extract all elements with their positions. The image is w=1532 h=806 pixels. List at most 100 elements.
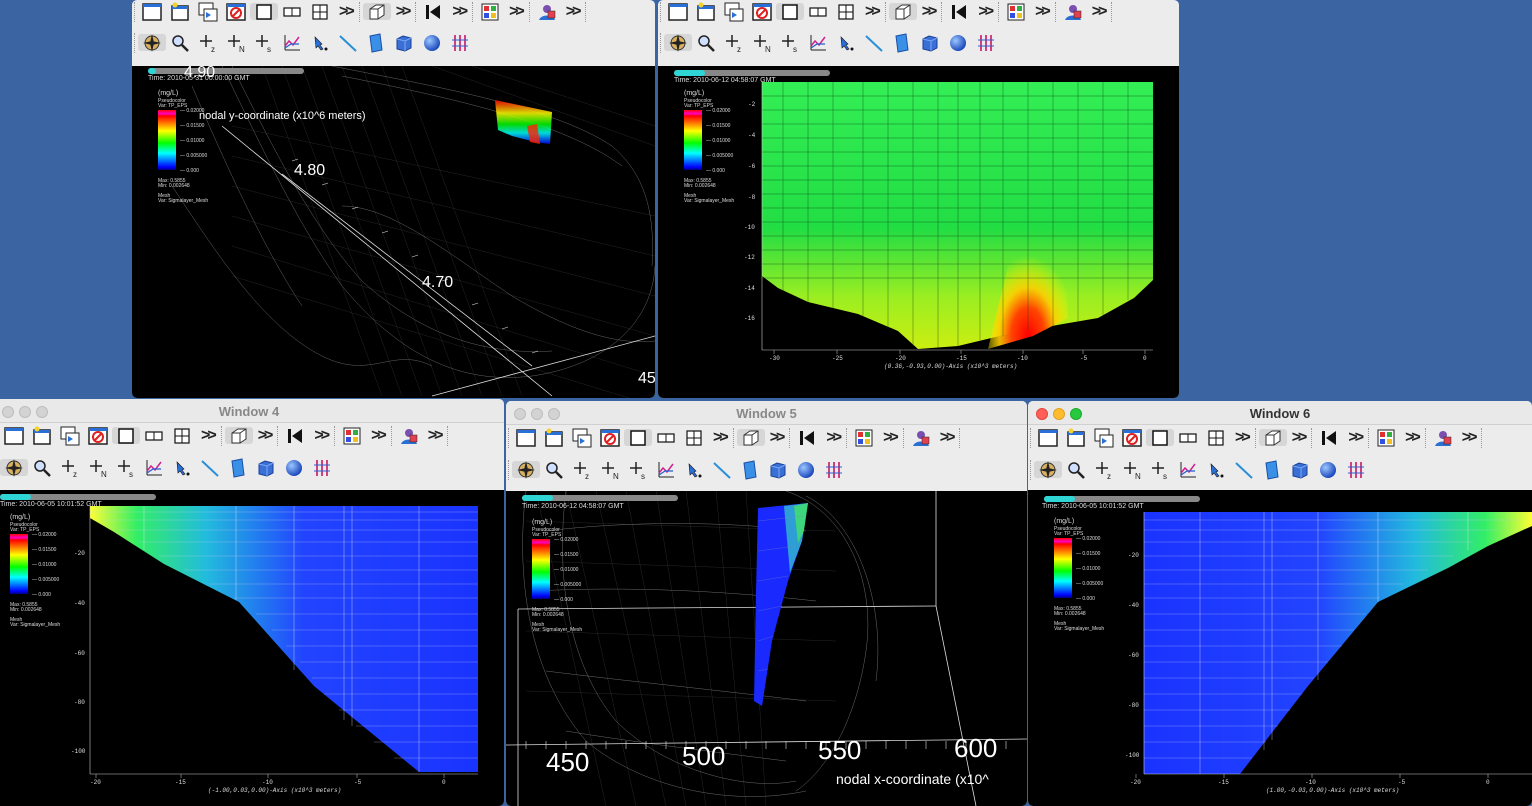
more-icon[interactable]: >> [1461, 429, 1478, 446]
animation-icon[interactable] [793, 429, 821, 446]
zoom-icon[interactable] [36, 406, 48, 418]
layout-1x2-icon[interactable] [140, 427, 168, 444]
title-bar[interactable]: Window 4 [0, 399, 504, 423]
point-tool-icon[interactable] [1202, 461, 1230, 478]
lock-icon[interactable] [533, 3, 561, 20]
more-icon[interactable]: >> [314, 427, 330, 444]
axis-restrict-icon[interactable] [308, 459, 336, 476]
node-pick-icon[interactable]: N [84, 459, 112, 479]
copy-icon[interactable] [1090, 428, 1118, 448]
new-window-icon[interactable] [138, 3, 166, 21]
more-icon[interactable]: >> [883, 429, 899, 446]
title-bar[interactable]: Window 6 [1028, 401, 1532, 425]
point-tool-icon[interactable] [306, 34, 334, 51]
pick-icon[interactable] [1062, 428, 1090, 447]
layout-1x2-icon[interactable] [804, 3, 832, 20]
axis-restrict-icon[interactable] [1342, 461, 1370, 478]
sphere-tool-icon[interactable] [418, 34, 446, 51]
3d-view-icon[interactable] [736, 429, 765, 447]
node-pick-icon[interactable]: N [596, 461, 624, 481]
pick-icon[interactable] [692, 2, 720, 21]
sphere-tool-icon[interactable] [792, 461, 820, 478]
copy-icon[interactable] [720, 2, 748, 22]
time-slider[interactable] [522, 495, 678, 501]
minimize-icon[interactable] [19, 406, 31, 418]
zoom-icon[interactable] [1070, 408, 1082, 420]
lighting-icon[interactable] [1372, 429, 1400, 447]
point-tool-icon[interactable] [680, 461, 708, 478]
zone-pick-icon[interactable]: z [568, 461, 596, 481]
layout-1x1-icon[interactable] [112, 427, 140, 445]
more-icon[interactable]: >> [339, 3, 355, 20]
more-icon[interactable]: >> [201, 427, 217, 444]
minimize-icon[interactable] [1053, 408, 1065, 420]
more-icon[interactable]: >> [921, 3, 938, 20]
time-slider[interactable] [674, 70, 830, 76]
zoom-icon[interactable] [692, 34, 720, 52]
curve-pick-icon[interactable] [278, 34, 306, 51]
more-icon[interactable]: >> [452, 3, 468, 20]
spreadsheet-pick-icon[interactable]: s [112, 459, 140, 479]
plane-tool-icon[interactable] [888, 33, 916, 53]
node-pick-icon[interactable]: N [748, 34, 776, 54]
time-slider[interactable] [0, 494, 156, 500]
curve-pick-icon[interactable] [804, 34, 832, 51]
lock-icon[interactable] [907, 429, 935, 446]
pick-icon[interactable] [540, 428, 568, 447]
viewport-canvas[interactable]: Time: 2010-06-05 10:01:52 GMT (mg/L) Pseu… [0, 490, 504, 806]
lighting-icon[interactable] [1002, 3, 1030, 21]
navigate-icon[interactable] [664, 34, 692, 52]
plane-tool-icon[interactable] [362, 33, 390, 53]
time-slider[interactable] [148, 68, 304, 74]
axis-restrict-icon[interactable] [446, 34, 474, 51]
navigate-icon[interactable] [512, 461, 540, 479]
zone-pick-icon[interactable]: z [1090, 461, 1118, 481]
navigate-icon[interactable] [1034, 461, 1062, 479]
box-tool-icon[interactable] [390, 34, 418, 52]
layout-1x1-icon[interactable] [776, 3, 804, 21]
time-slider[interactable] [1044, 496, 1200, 502]
more-icon[interactable]: >> [1291, 429, 1308, 446]
title-bar[interactable]: Window 5 [506, 401, 1027, 425]
close-icon[interactable] [514, 408, 526, 420]
clear-icon[interactable] [748, 3, 776, 21]
clear-icon[interactable] [84, 427, 112, 445]
layout-2x2-icon[interactable] [306, 3, 334, 20]
layout-1x2-icon[interactable] [278, 3, 306, 20]
more-icon[interactable]: >> [509, 3, 525, 20]
lock-icon[interactable] [1059, 3, 1087, 20]
viewport-canvas[interactable]: Time: 2010-06-12 04:58:07 GMT (mg/L) Pseu… [658, 66, 1179, 398]
curve-pick-icon[interactable] [140, 459, 168, 476]
sphere-tool-icon[interactable] [1314, 461, 1342, 478]
3d-view-icon[interactable] [888, 3, 917, 21]
spreadsheet-pick-icon[interactable]: s [1146, 461, 1174, 481]
new-window-icon[interactable] [512, 429, 540, 447]
copy-icon[interactable] [56, 426, 84, 446]
zoom-icon[interactable] [540, 461, 568, 479]
plane-tool-icon[interactable] [1258, 460, 1286, 480]
box-tool-icon[interactable] [764, 461, 792, 479]
lighting-icon[interactable] [338, 427, 366, 445]
box-tool-icon[interactable] [916, 34, 944, 52]
clear-icon[interactable] [1118, 429, 1146, 447]
animation-icon[interactable] [419, 3, 447, 20]
viewport-canvas[interactable]: Time: 2010-06-05 10:01:52 GMT (mg/L) Pseu… [1028, 490, 1532, 806]
3d-view-icon[interactable] [1258, 429, 1287, 447]
layout-2x2-icon[interactable] [680, 429, 708, 446]
more-icon[interactable]: >> [939, 429, 956, 446]
sphere-tool-icon[interactable] [944, 34, 972, 51]
more-icon[interactable]: >> [865, 3, 881, 20]
axis-restrict-icon[interactable] [820, 461, 848, 478]
more-icon[interactable]: >> [1091, 3, 1108, 20]
clear-icon[interactable] [596, 429, 624, 447]
3d-view-icon[interactable] [224, 427, 253, 445]
pick-icon[interactable] [166, 2, 194, 21]
spreadsheet-pick-icon[interactable]: s [250, 34, 278, 54]
animation-icon[interactable] [945, 3, 973, 20]
close-icon[interactable] [2, 406, 14, 418]
layout-1x1-icon[interactable] [250, 3, 278, 21]
navigate-icon[interactable] [138, 34, 166, 52]
lighting-icon[interactable] [850, 429, 878, 447]
viewport-canvas[interactable]: Time: 2010-06-12 04:58:07 GMT (mg/L) Pseu… [506, 491, 1027, 806]
zoom-icon[interactable] [1062, 461, 1090, 479]
